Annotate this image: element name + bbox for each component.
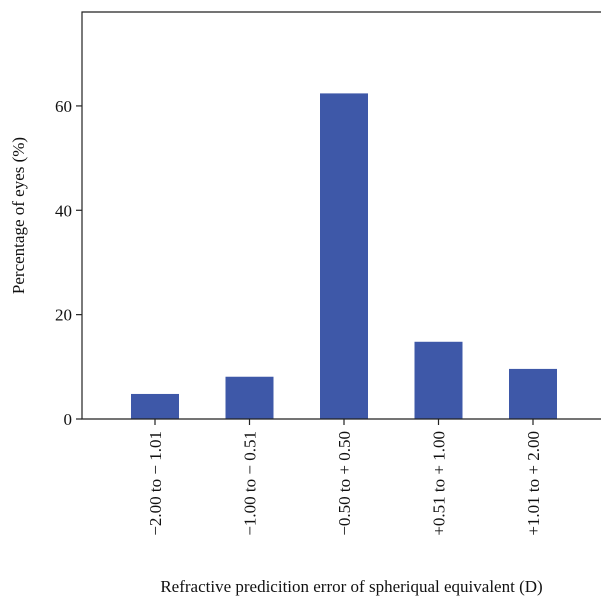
- y-tick-label-3: 60: [55, 97, 72, 116]
- x-tick-label-1: −1.00 to − 0.51: [241, 431, 260, 536]
- x-tick-label-0: −2.00 to − 1.01: [146, 431, 165, 536]
- x-ticks: −2.00 to − 1.01 −1.00 to − 0.51 −0.50 to +…: [146, 419, 543, 536]
- x-axis-label: Refractive predicition error of spheriqu…: [160, 577, 542, 596]
- y-tick-label-0: 0: [64, 410, 73, 429]
- y-axis-label: Percentage of eyes (%): [9, 137, 28, 294]
- bars-layer: [131, 93, 557, 420]
- bar-3: [414, 341, 463, 419]
- y-tick-label-2: 40: [55, 201, 72, 220]
- bar-0: [131, 393, 179, 419]
- x-tick-label-4: +1.01 to + 2.00: [524, 431, 543, 536]
- bar-2: [320, 93, 368, 420]
- x-tick-label-3: +0.51 to + 1.00: [430, 431, 449, 536]
- y-tick-label-1: 20: [55, 306, 72, 325]
- bar-1: [225, 376, 274, 419]
- bar-4: [509, 368, 557, 419]
- x-tick-label-2: −0.50 to + 0.50: [335, 431, 354, 536]
- axis-frame: [81, 11, 601, 420]
- y-ticks: 0 20 40 60: [55, 97, 82, 429]
